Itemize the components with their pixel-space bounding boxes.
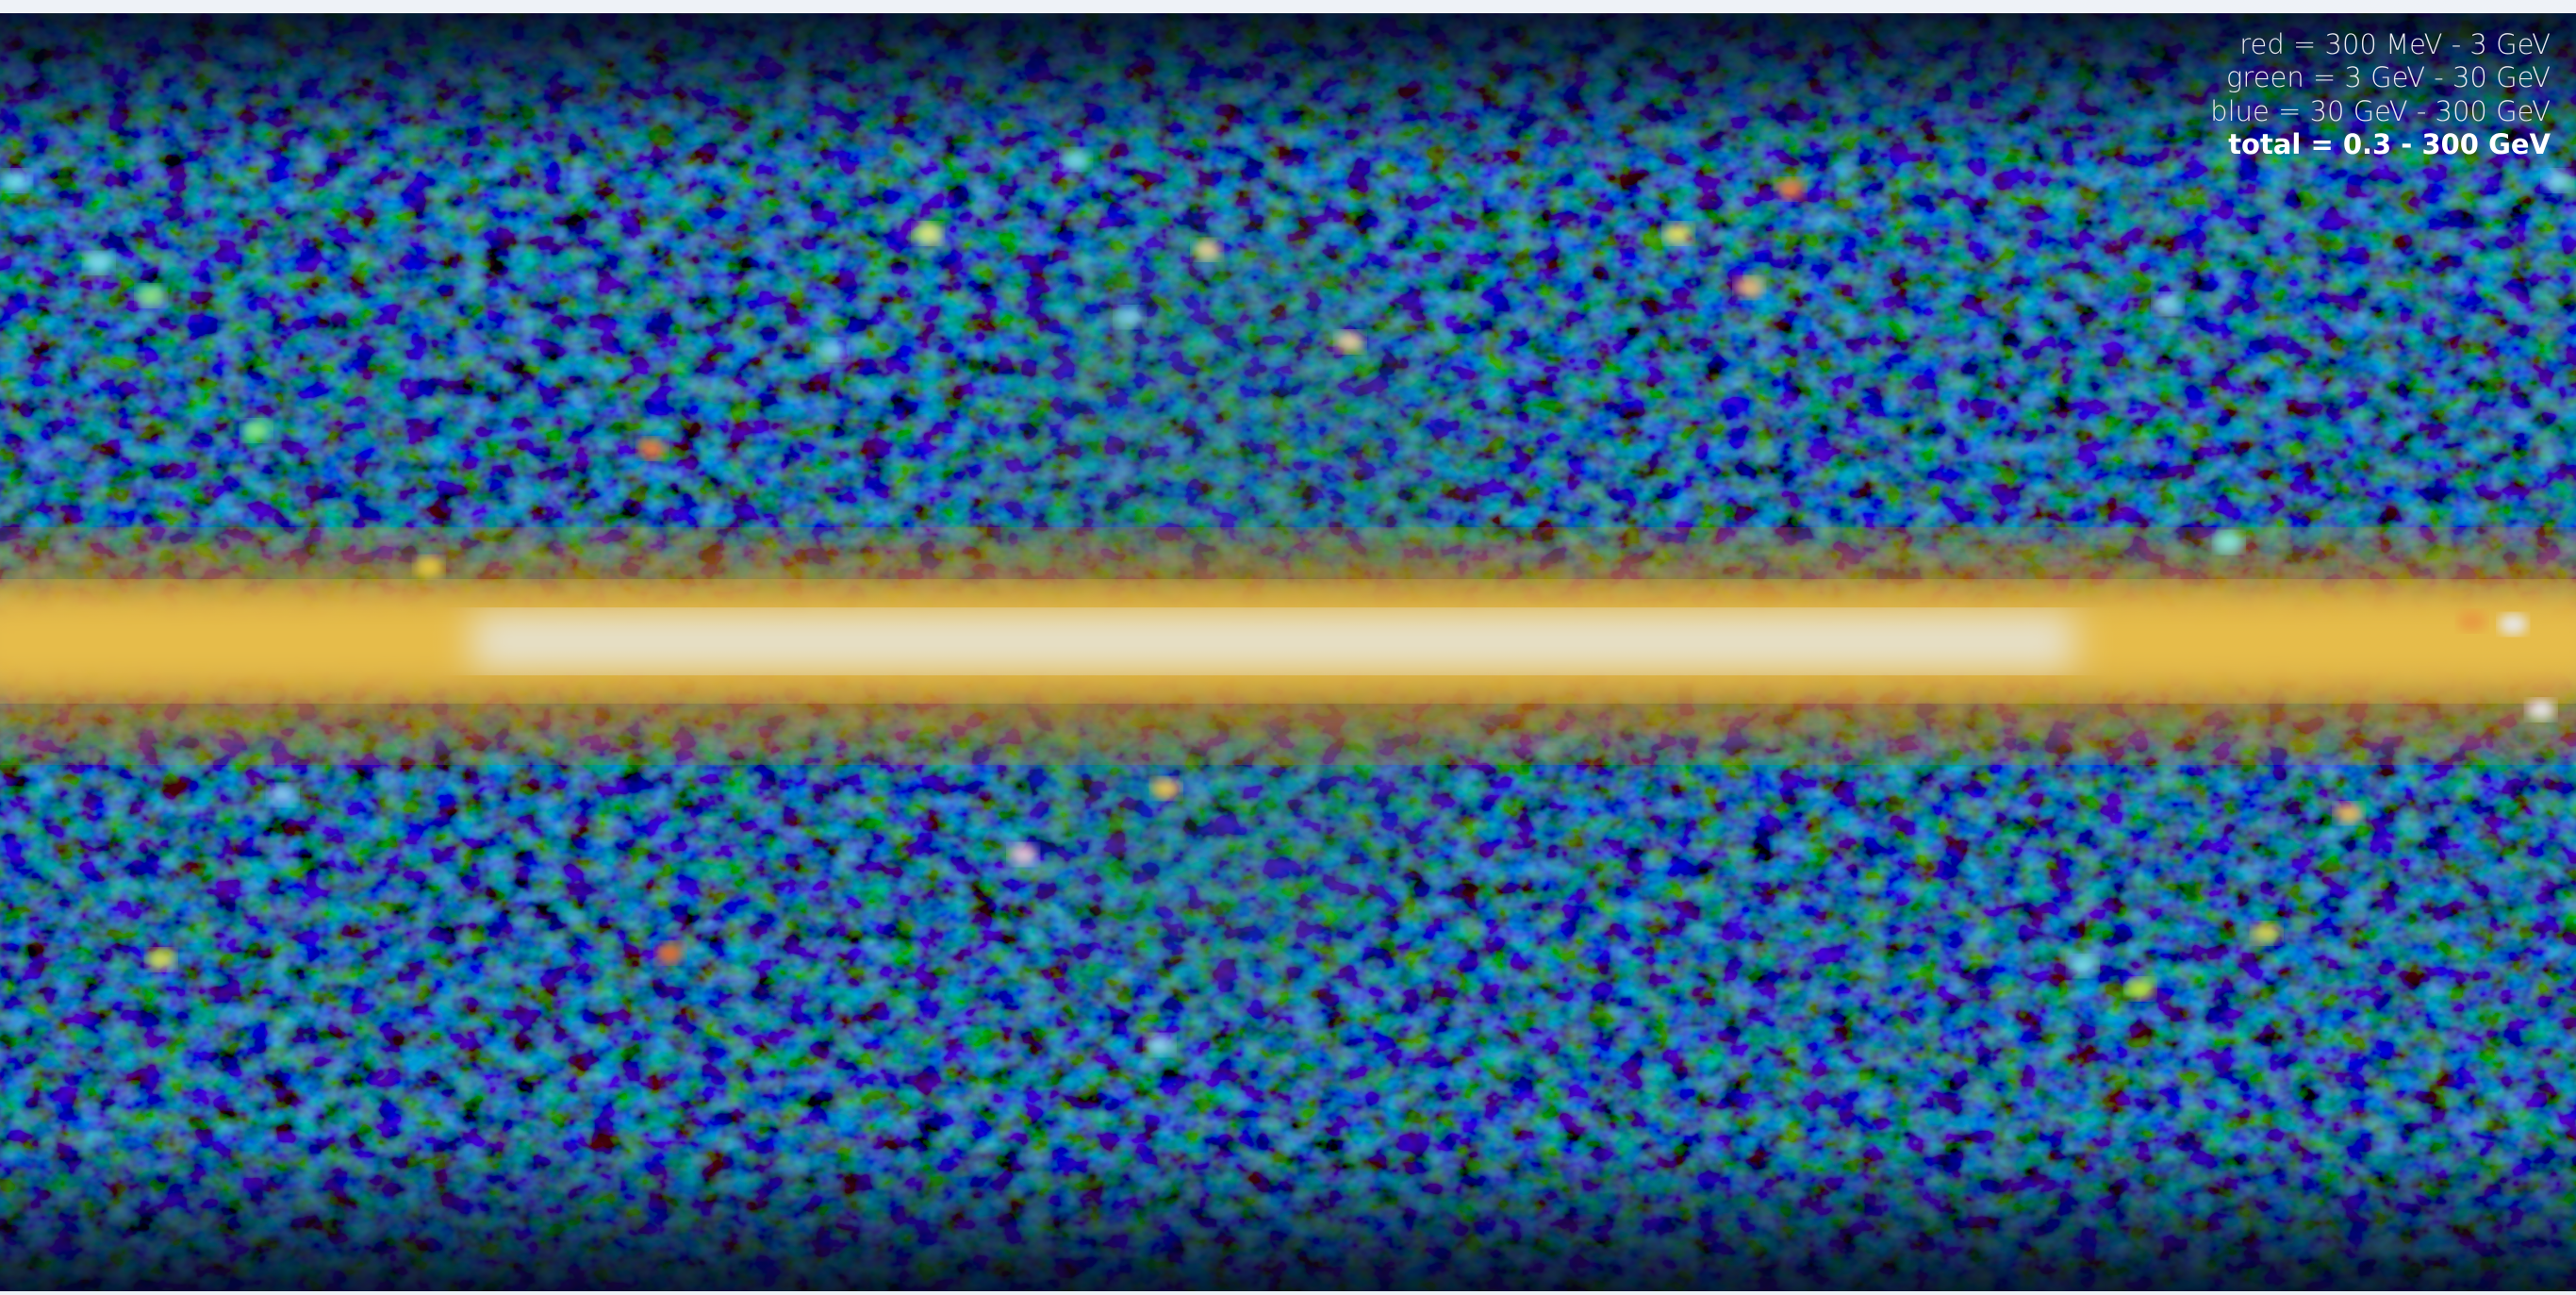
legend-line: red = 300 MeV - 3 GeV [2239,28,2551,60]
page: red = 300 MeV - 3 GeV green = 3 GeV - 30… [0,0,2576,1295]
sky-vignette [0,13,2576,1291]
legend-line: blue = 30 GeV - 300 GeV [2210,95,2551,127]
sky-map-view: red = 300 MeV - 3 GeV green = 3 GeV - 30… [0,0,2576,1295]
legend-total: total = 0.3 - 300 GeV [2228,128,2551,160]
legend-line: green = 3 GeV - 30 GeV [2226,61,2551,93]
